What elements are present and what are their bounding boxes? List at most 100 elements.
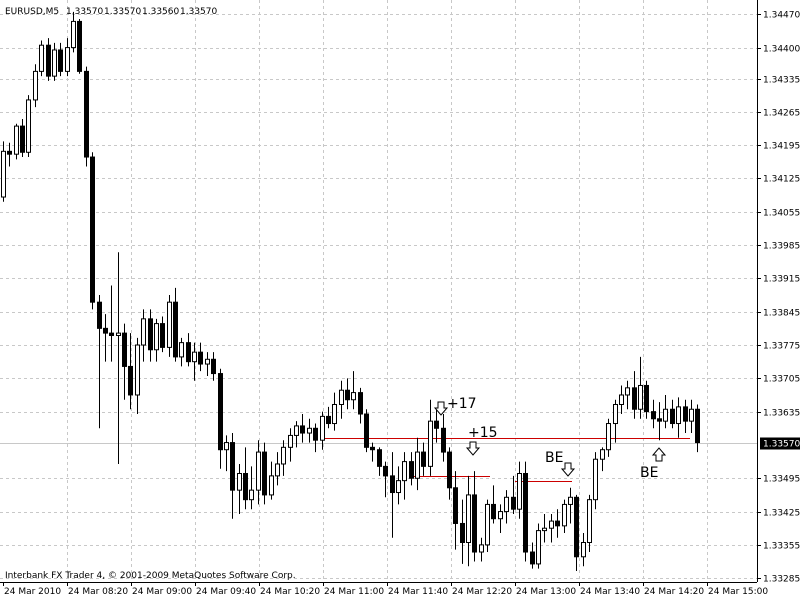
candle-body: [160, 323, 165, 348]
y-tick-label: 1.34055: [763, 209, 800, 219]
down-arrow: [465, 441, 481, 456]
footer: Interbank FX Trader 4, © 2001-2009 MetaQ…: [5, 571, 296, 581]
candle-body: [1, 150, 6, 198]
candle-body: [632, 387, 637, 410]
header-value: 1.33560: [142, 7, 179, 17]
y-tick-label: 1.34335: [763, 76, 800, 86]
candle-body: [294, 425, 299, 436]
candle-body: [613, 403, 618, 425]
candle-body: [122, 332, 127, 367]
candle-body: [485, 503, 490, 546]
candle-body: [574, 496, 579, 558]
candle-body: [332, 403, 337, 425]
candle-body: [198, 351, 203, 365]
candle-body: [676, 406, 681, 425]
candle-body: [46, 44, 51, 77]
candle-body: [536, 530, 541, 565]
candle-body: [179, 342, 184, 358]
candle-body: [549, 520, 554, 529]
candle-body: [307, 427, 312, 434]
y-tick-label: 1.34470: [763, 11, 800, 21]
candle-body: [523, 472, 528, 553]
x-tick-label: 24 Mar 2010: [4, 587, 61, 597]
candle-body: [396, 480, 401, 494]
candle-body: [619, 394, 624, 405]
candle-body: [109, 332, 114, 336]
candle-body: [211, 358, 216, 375]
candle-body: [600, 449, 605, 460]
candle-body: [555, 520, 560, 527]
candle-body: [511, 496, 516, 510]
candle-body: [364, 413, 369, 448]
y-tick-label: 1.33425: [763, 509, 800, 519]
x-tick-label: 24 Mar 15:00: [708, 587, 768, 597]
candle-body: [262, 451, 267, 496]
header-value: 1.33570: [104, 7, 141, 17]
candle-body: [52, 49, 57, 77]
candle-body: [421, 451, 426, 467]
last-price-label: 1.33570: [763, 440, 800, 450]
candle-body: [14, 125, 19, 155]
up-arrow: [651, 447, 667, 462]
down-arrow: [433, 401, 449, 416]
candle-body: [20, 125, 25, 153]
candle-body: [256, 451, 261, 491]
y-tick-label: 1.33635: [763, 409, 800, 419]
header-value: 1.33570: [66, 7, 103, 17]
candle-body: [313, 427, 318, 441]
candle-body: [383, 465, 388, 477]
y-tick-label: 1.33985: [763, 242, 800, 252]
candle-body: [33, 70, 38, 101]
y-tick-label: 1.33845: [763, 309, 800, 319]
candle-body: [71, 20, 76, 49]
candle-body: [415, 451, 420, 479]
candle-body: [428, 420, 433, 467]
candle-body: [90, 156, 95, 303]
symbol: EURUSD,M5: [5, 7, 59, 17]
candle-body: [670, 408, 675, 425]
candle-body: [97, 301, 102, 329]
candle-body: [593, 458, 598, 501]
y-tick-label: 1.34400: [763, 45, 800, 55]
y-tick-label: 1.33355: [763, 542, 800, 552]
candle-body: [683, 406, 688, 422]
y-tick-label: 1.34125: [763, 175, 800, 185]
candle-body: [300, 425, 305, 434]
candle-body: [205, 358, 210, 365]
candle-body: [26, 99, 31, 153]
candle-body: [249, 489, 254, 501]
candle-body: [568, 496, 573, 505]
candle-body: [192, 351, 197, 363]
candle-body: [606, 423, 611, 451]
candle-body: [84, 70, 89, 158]
candle-body: [141, 318, 146, 346]
candle-body: [542, 527, 547, 532]
candle-body: [466, 494, 471, 544]
candle-body: [581, 542, 586, 558]
candle-body: [237, 472, 242, 491]
candle-body: [472, 494, 477, 553]
header-value: 1.33570: [180, 7, 217, 17]
candle-body: [491, 503, 496, 520]
candle-body: [625, 387, 630, 396]
candle-body: [218, 373, 223, 451]
candle-body: [587, 499, 592, 544]
candle-body: [326, 415, 331, 425]
candle-body: [562, 503, 567, 527]
candle-body: [663, 408, 668, 422]
candle-body: [345, 389, 350, 401]
candle-body: [230, 442, 235, 491]
candle-body: [504, 496, 509, 513]
candle-body: [148, 318, 153, 351]
candle-body: [320, 415, 325, 441]
annotation: +15: [468, 425, 498, 441]
x-tick-label: 24 Mar 09:00: [132, 587, 192, 597]
candle-body: [128, 365, 133, 396]
candle-body: [339, 389, 344, 405]
down-arrow: [560, 462, 576, 477]
candle-body: [77, 20, 82, 72]
candle-body: [460, 522, 465, 544]
candle-body: [135, 344, 140, 396]
x-tick-label: 24 Mar 13:40: [580, 587, 640, 597]
candle-body: [275, 463, 280, 477]
